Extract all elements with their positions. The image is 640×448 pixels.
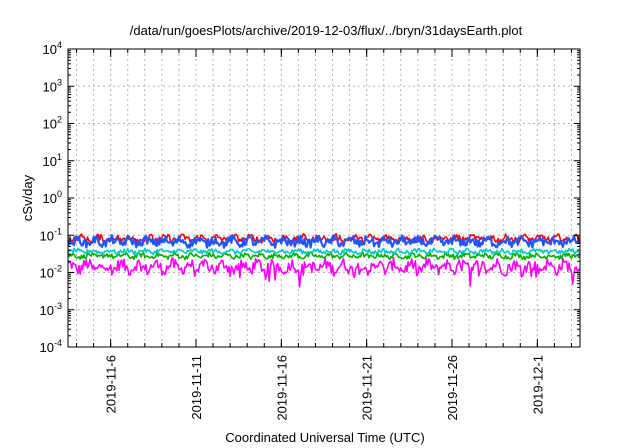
series-layer <box>67 233 581 288</box>
series-line <box>67 247 581 256</box>
y-tick-label: 10-2 <box>40 264 62 281</box>
grid-lines <box>68 49 580 347</box>
x-axis-label: Coordinated Universal Time (UTC) <box>225 430 424 445</box>
x-tick-label: 2019-11-26 <box>445 355 460 421</box>
x-axis-ticks: 2019-11-6 2019-11-11 2019-11-16 2019-11-21 2… <box>76 49 572 421</box>
y-tick-label: 102 <box>43 115 62 132</box>
series-line <box>67 256 581 288</box>
x-tick-label: 2019-11-21 <box>360 355 375 421</box>
y-tick-label: 103 <box>43 77 62 94</box>
y-tick-label: 104 <box>43 40 62 57</box>
y-tick-label: 10-1 <box>40 226 62 243</box>
x-tick-label: 2019-11-6 <box>104 355 119 413</box>
y-tick-label: 100 <box>43 189 62 206</box>
y-tick-label: 101 <box>43 152 62 169</box>
series-line <box>67 251 581 261</box>
y-axis-ticks: 10-4 10-3 10-2 10-1 100 101 102 103 104 <box>40 40 580 355</box>
chart-title: /data/run/goesPlots/archive/2019-12-03/f… <box>130 23 523 38</box>
x-tick-label: 2019-11-16 <box>274 355 289 421</box>
y-axis-label: cSv/day <box>20 174 35 221</box>
x-tick-label: 2019-11-11 <box>189 355 204 420</box>
x-tick-label: 2019-12-1 <box>530 355 545 414</box>
y-tick-label: 10-4 <box>40 338 62 355</box>
series-line <box>67 234 581 249</box>
y-tick-label: 10-3 <box>40 301 62 318</box>
